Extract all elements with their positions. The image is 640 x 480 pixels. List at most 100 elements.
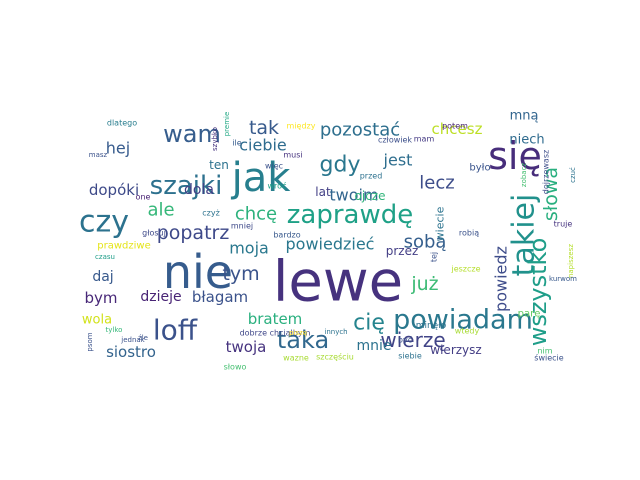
word-sie: się [488,134,542,178]
word-mna: mną [510,109,539,124]
word-bym: bym [84,289,117,307]
word-zaprawde: zaprawdę [287,200,413,230]
word-truje: truje [554,220,573,229]
word-pisze: piszę [289,329,307,337]
word-ale: ale [147,200,174,221]
word-wazne: wazne [283,354,309,363]
word-wola: wola [82,313,112,328]
word-kurwom: kurwom [549,275,577,283]
word-taka: taka [277,326,329,354]
word-szybko: szybko [211,127,219,151]
word-wiec: więc [265,162,283,171]
word-potem: potem [442,122,468,131]
word-premie: premie [223,112,231,137]
word-ile: ile [232,139,241,148]
word-zobacz: zobacz [520,163,528,188]
word-twoja: twoja [226,338,267,356]
word-tej: tej [430,252,439,262]
word-wtedy: wtedy [455,327,480,336]
word-mnie: mnie [356,338,391,354]
word-pare: parę [518,309,541,320]
word-swiecie: świecie [534,353,563,363]
word-cie: cię [353,311,385,336]
word-minelo: minęło [416,321,447,331]
word-wierzysz: wierzysz [430,343,481,357]
word-dopoki: dopóki [89,181,139,199]
word-jak: jak [231,155,292,201]
word-bardzo: bardzo [273,231,300,240]
word-gdy: gdy [320,153,361,178]
word-wszystko: wszystko [524,238,552,347]
word-wam: wam [163,120,221,148]
word-prawdziwe: prawdziwe [97,241,150,252]
word-pozostac: pozostać [320,120,400,141]
word-szczesciu: szczęściu [316,352,354,362]
word-masz: masz [89,151,108,159]
word-nie: nie [163,245,233,299]
word-przed: przed [360,172,383,181]
word-dlatego: dlatego [107,119,137,128]
word-lat: lat [315,185,331,199]
word-daj: daj [92,269,113,285]
word-chce: chcę [235,204,277,225]
word-tak: tak [249,117,279,139]
word-lewe: lewe [273,250,403,315]
word-wierze: wierzę [380,328,445,352]
word-lecz: lecz [419,173,454,194]
word-ten: ten [209,158,229,172]
word-nim: nim [537,347,552,356]
word-jest: jest [383,151,413,170]
word-ojcze: ojcze [355,189,386,203]
word-hej: hej [106,139,130,158]
word-musi: musi [283,151,302,160]
word-niech: niech [509,133,544,148]
word-popatrz: popatrz [157,222,230,244]
word-psom: psom [86,332,94,351]
word-ciebie: ciebie [239,136,287,155]
word-siebie: siebie [398,352,422,361]
word-mniej: mniej [231,222,253,231]
word-tym: tym [222,263,259,285]
word-czyz: czyż [202,209,220,218]
word-takiej: takiej [507,194,542,277]
word-moja: moja [229,239,269,258]
word-powiedz: powiedz [492,246,511,312]
word-mam: mam [414,135,435,144]
word-przez: przez [386,244,419,258]
word-soba: sobą [404,232,447,253]
word-robia: robią [459,229,479,238]
word-bylo: było [469,163,490,174]
word-powiedziec: powiedzieć [286,235,375,254]
word-szajki: szajki [150,171,223,201]
word-twoim: twoim [329,186,378,205]
word-byc: być [398,335,412,345]
word-dobrze-chcialbym: dobrze chciałbym [240,329,311,338]
word-bratem: bratem [248,310,303,328]
word-siostro: siostro [106,343,156,361]
word-czuc: czuć [569,167,577,183]
word-powiadam: powiadam [393,305,533,336]
word-wroc: wróć [268,181,287,191]
word-jeszcze: jeszcze [450,265,480,274]
word-glosuj: głosuj [142,229,166,238]
word-chcesz: chcesz [432,120,483,138]
word-loff: loff [153,314,198,347]
word-czy: czy [79,205,129,240]
word-miedzy: między [287,122,316,131]
word-dola: dola [184,182,214,198]
word-slowo: słowo [224,363,247,372]
word-dojrzewasz: dojrzewasz [542,150,551,194]
word-dzieje: dzieje [140,289,181,305]
word-jednak: jednak [120,336,145,344]
word-zle: źle [138,334,148,342]
word-innych: innych [324,328,347,336]
word-slowa: słowa [540,167,562,221]
word-tylko: tylko [106,326,123,334]
word-wiecie: wiecie [434,206,447,241]
word-juz: już [410,273,438,295]
word-czasu: czasu [95,253,115,261]
word-czlowiek: człowiek [378,136,412,145]
